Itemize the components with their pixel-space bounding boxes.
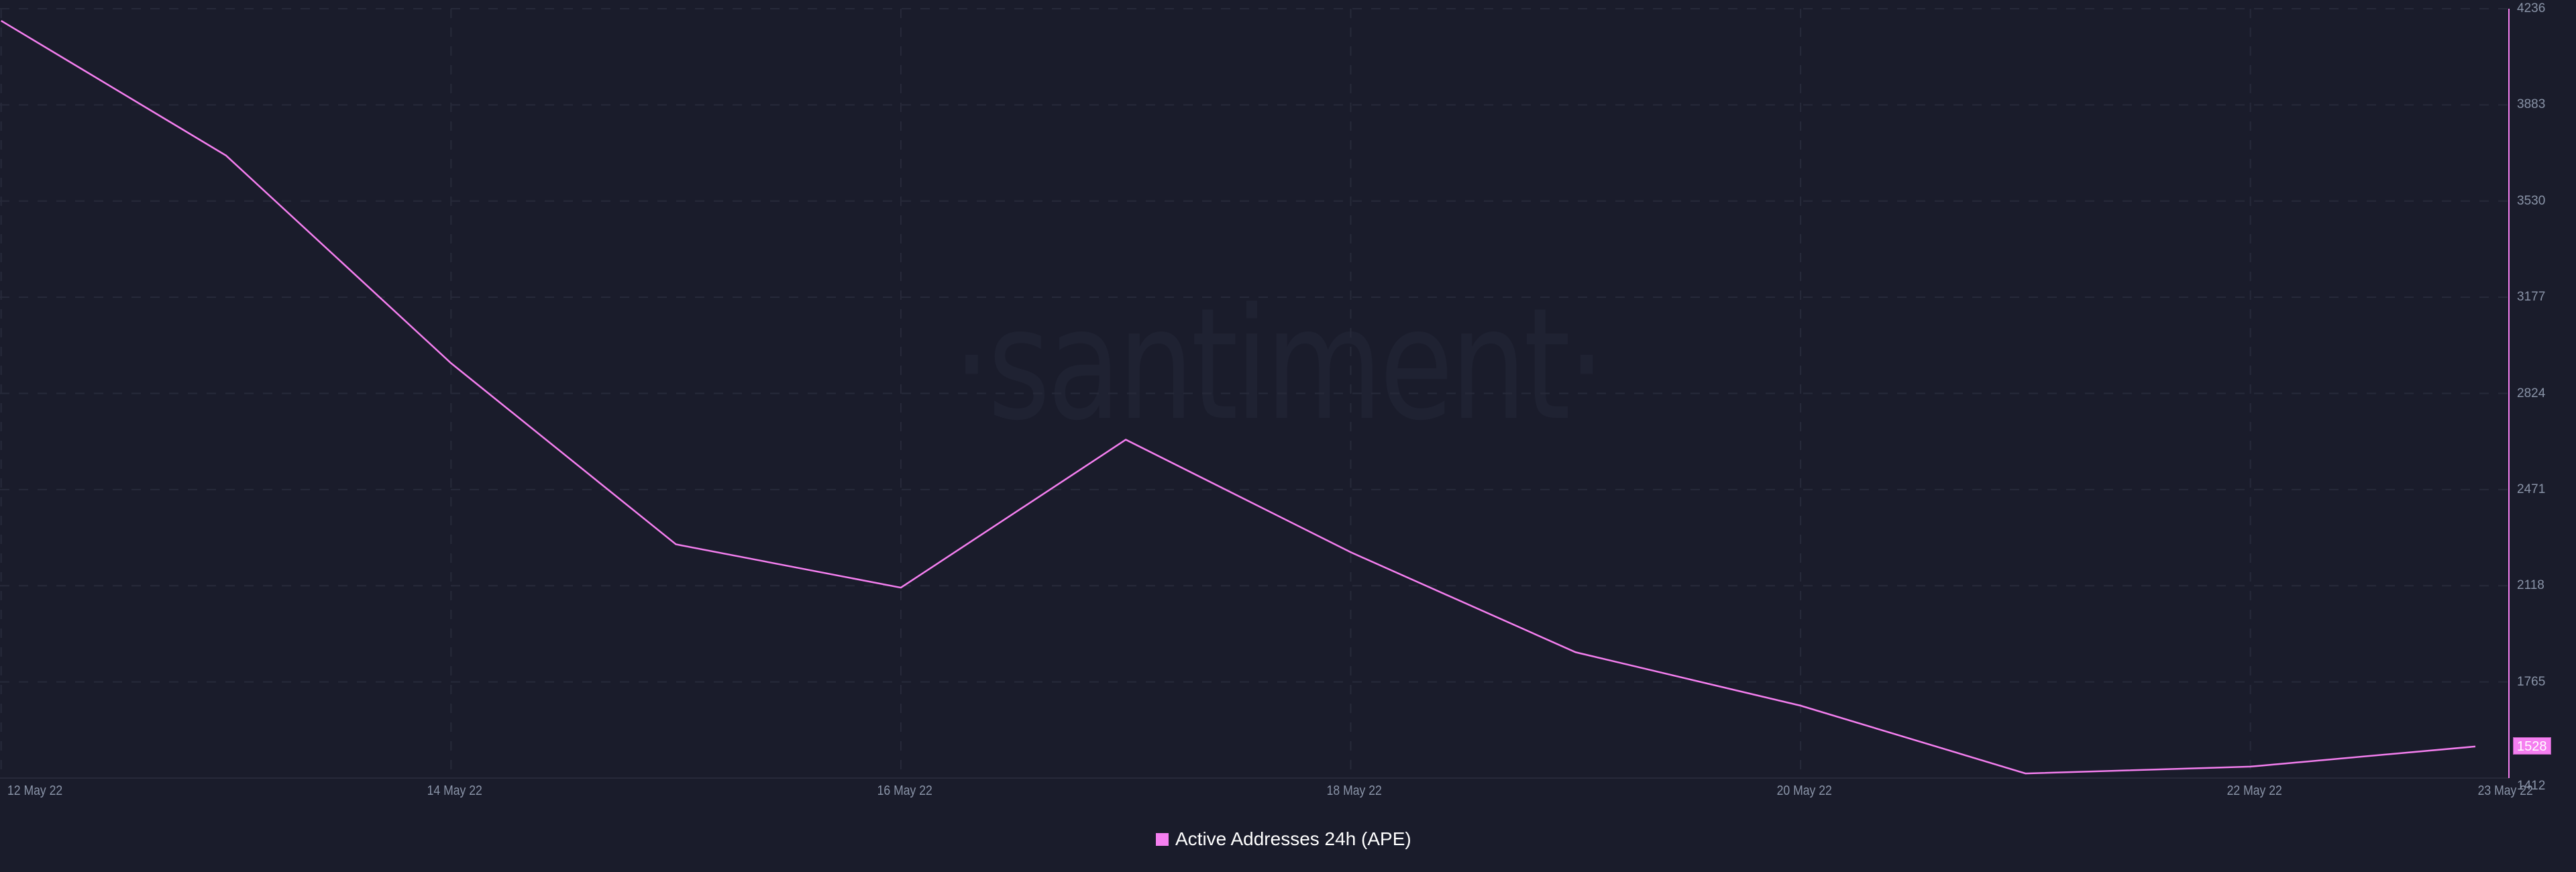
- legend[interactable]: Active Addresses 24h (APE): [1156, 826, 1411, 852]
- grid-lines: [0, 8, 2509, 778]
- x-tick-label: 23 May 22: [2477, 783, 2533, 798]
- x-tick-label: 20 May 22: [1776, 783, 1832, 798]
- y-tick-label: 2471: [2517, 482, 2546, 496]
- last-value-badge: 1528: [2513, 737, 2551, 755]
- x-tick-label: 12 May 22: [7, 783, 63, 798]
- y-tick-label: 3883: [2517, 97, 2546, 112]
- x-tick-label: 22 May 22: [2226, 783, 2282, 798]
- y-tick-label: 3530: [2517, 193, 2546, 208]
- active-addresses-line[interactable]: [1, 19, 2476, 775]
- y-tick-label: 1412: [2517, 779, 2546, 793]
- x-tick-label: 18 May 22: [1327, 783, 1383, 798]
- legend-label: Active Addresses 24h (APE): [1175, 828, 1411, 849]
- legend-swatch-icon: [1156, 832, 1169, 846]
- y-tick-label: 1765: [2517, 674, 2546, 689]
- y-tick-label: 4236: [2517, 1, 2546, 15]
- y-tick-label: 2118: [2517, 578, 2544, 593]
- y-tick-label: 2824: [2517, 386, 2546, 400]
- x-tick-label: 14 May 22: [427, 783, 482, 798]
- x-tick-label: 16 May 22: [877, 783, 932, 798]
- y-tick-label: 3177: [2517, 290, 2546, 305]
